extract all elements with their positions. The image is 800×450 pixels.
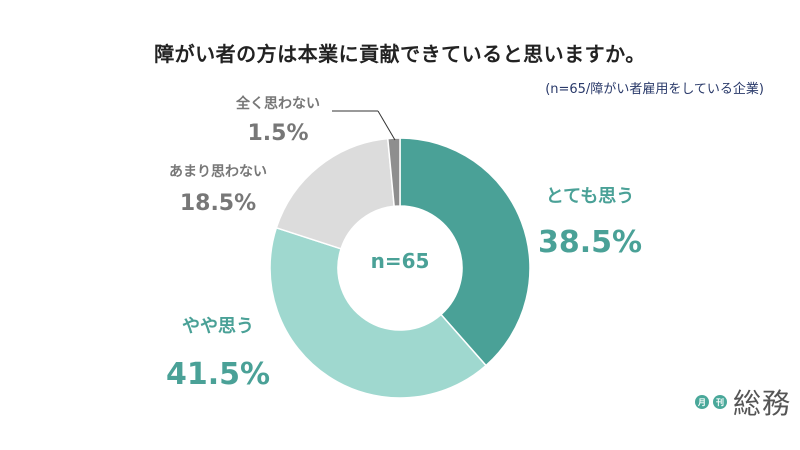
slice-2 xyxy=(269,226,488,399)
slice-value-label: 1.5% xyxy=(247,121,308,146)
donut-slices xyxy=(269,137,531,399)
slice-value-label: 38.5% xyxy=(538,225,642,260)
slice-labels: とても思う 38.5% やや思う 41.5% あまり思わない 18.5% 全く思わない 1.5… xyxy=(166,95,642,392)
center-label: n=65 xyxy=(371,249,430,273)
slice-value-label: 18.5% xyxy=(180,191,256,216)
slice-label: とても思う xyxy=(546,186,635,207)
slice-value-label: 41.5% xyxy=(166,357,270,392)
chart-subtitle: (n=65/障がい者雇用をしている企業) xyxy=(545,82,764,97)
logo: 月 刊 総務 xyxy=(695,382,791,422)
slice-3 xyxy=(275,137,395,250)
chart-title: 障がい者の方は本業に貢献できていると思いますか。 xyxy=(154,42,646,66)
logo-text: 総務 xyxy=(733,387,792,420)
slice-1 xyxy=(399,137,531,367)
logo-badge: 月 xyxy=(695,395,709,409)
slice-label: やや思う xyxy=(182,316,254,337)
slice-4 xyxy=(386,137,401,208)
logo-badge: 刊 xyxy=(713,395,727,409)
slice-label: あまり思わない xyxy=(169,164,267,180)
leader-line xyxy=(377,110,396,141)
slice-label: 全く思わない xyxy=(235,95,320,112)
